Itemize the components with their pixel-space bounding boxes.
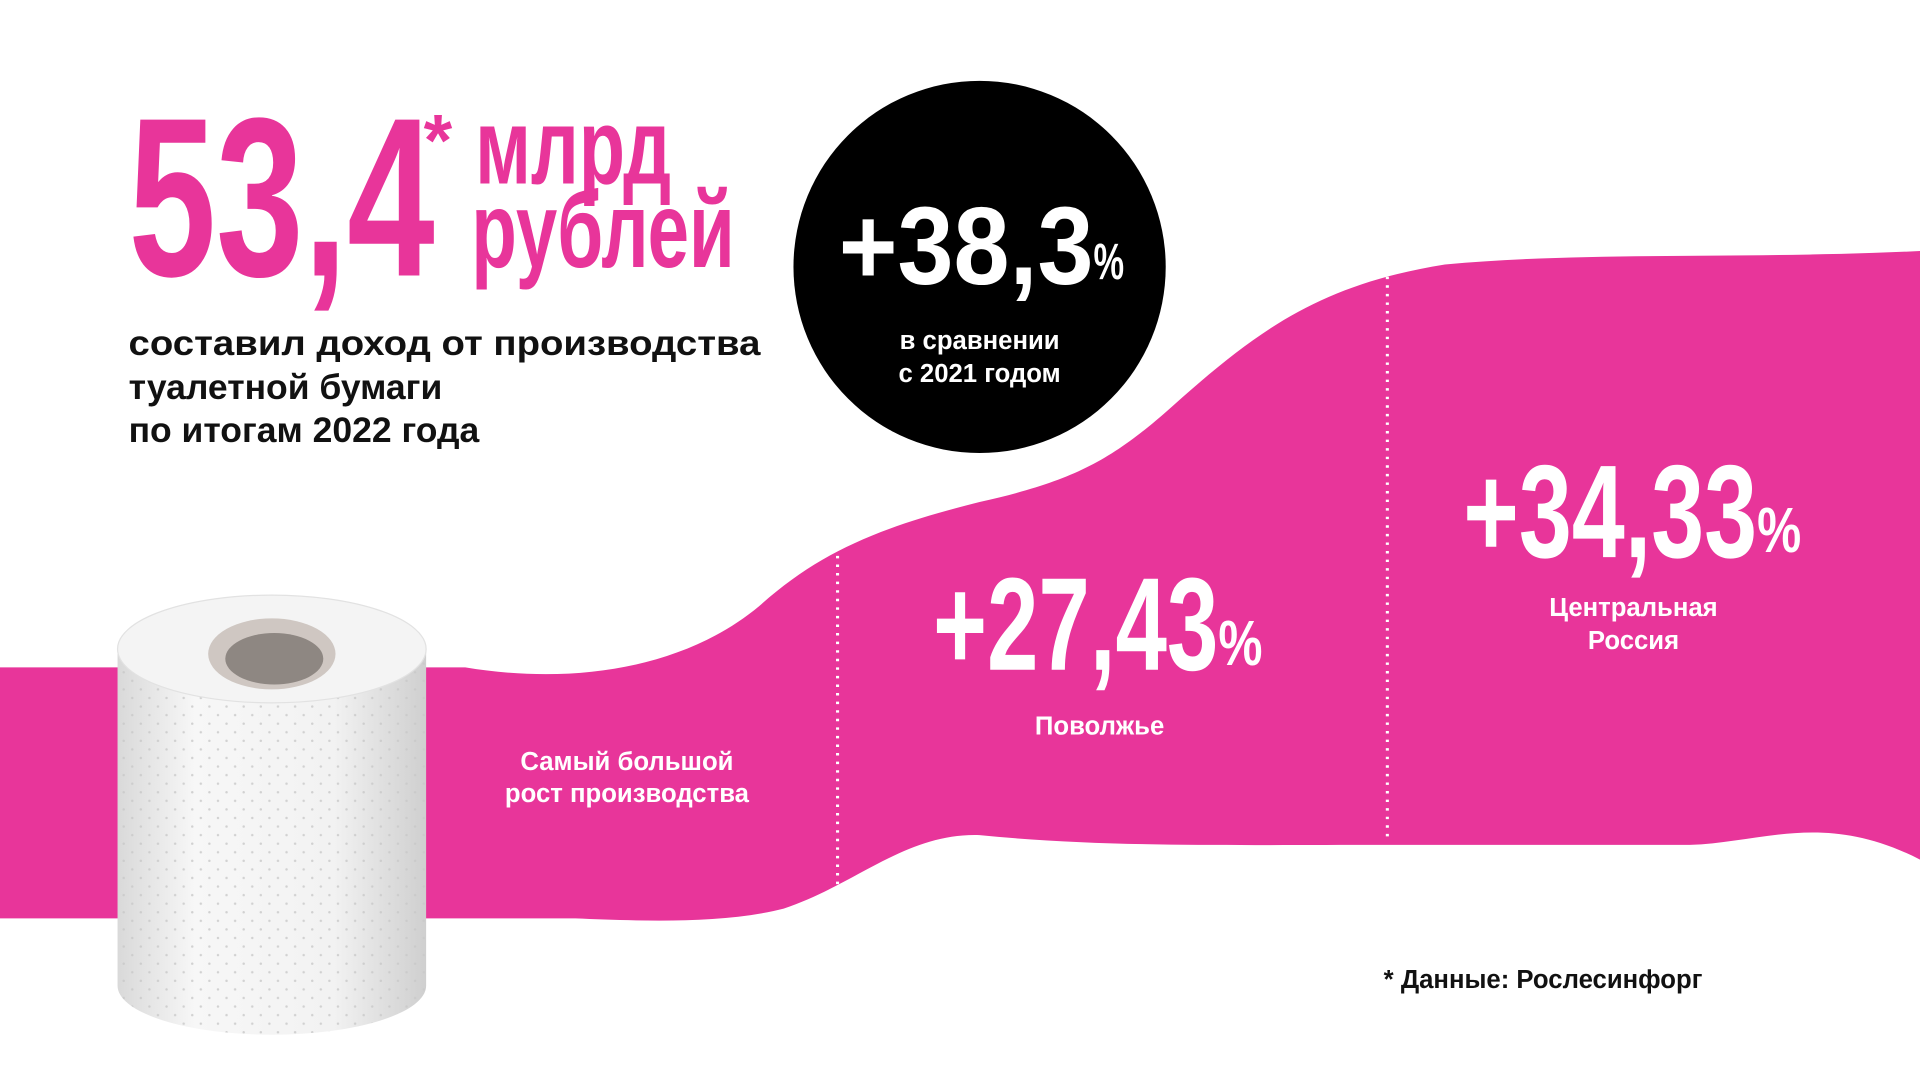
region-unit: % <box>1218 608 1262 679</box>
region-unit: % <box>1757 495 1801 566</box>
regions-title: рост производства <box>505 780 750 808</box>
growth-unit: % <box>1093 232 1124 290</box>
band <box>0 251 1920 921</box>
region-value: +34,33 <box>1463 438 1757 586</box>
headline-unit: млрд <box>475 86 671 207</box>
description: по итогам 2022 года <box>129 410 480 450</box>
description: составил доход от производства <box>129 323 761 363</box>
region-name: Поволжье <box>1035 713 1164 741</box>
growth-caption: с 2021 годом <box>898 360 1060 388</box>
headline-value: 53,4 <box>129 72 435 325</box>
headline-unit: рублей <box>471 169 734 290</box>
region-value: +27,43 <box>933 551 1218 699</box>
footnote-mark: * <box>424 98 453 181</box>
toilet-roll <box>116 594 427 1035</box>
growth-caption: в сравнении <box>900 327 1060 355</box>
regions-title: Самый большой <box>520 748 733 776</box>
footnote: * Данные: Рослесинфорг <box>1384 966 1703 994</box>
description: туалетной бумаги <box>129 367 443 407</box>
roll-hole <box>225 633 324 685</box>
growth-circle <box>793 80 1166 454</box>
roll-pattern <box>117 648 427 1035</box>
growth-value: +38,3 <box>839 185 1094 308</box>
region-name: Центральная <box>1549 594 1717 622</box>
region-name: Россия <box>1588 627 1679 655</box>
